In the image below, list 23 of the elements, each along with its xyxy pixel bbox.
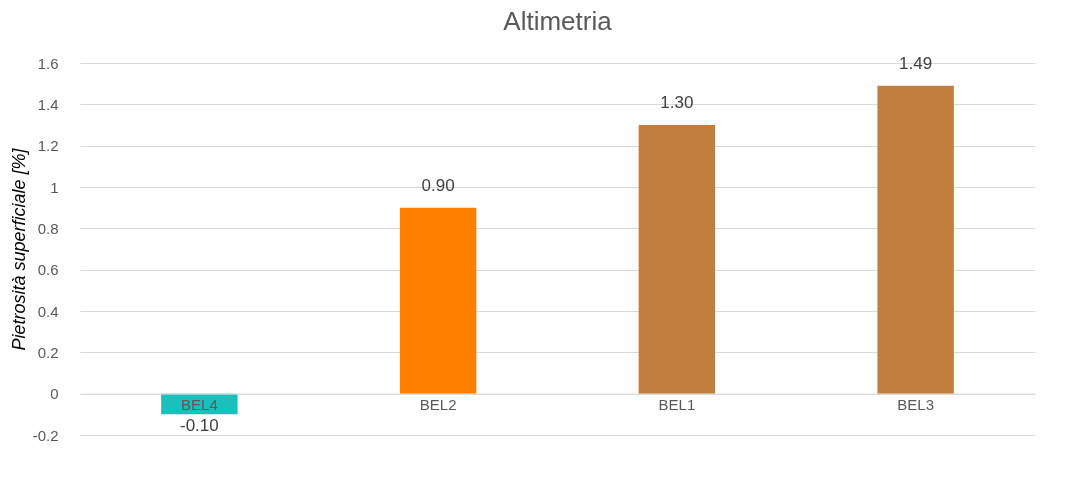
y-tick-label: -0.2 xyxy=(32,426,59,444)
chart-title: Altimetria xyxy=(503,5,613,36)
x-tick-label: BEL2 xyxy=(419,396,457,414)
data-label: 0.90 xyxy=(421,175,455,195)
x-tick-label: BEL1 xyxy=(658,396,696,414)
y-tick-label: 1.2 xyxy=(37,137,59,155)
data-label: 1.30 xyxy=(660,93,694,112)
y-tick-label: 0 xyxy=(50,385,59,403)
bar xyxy=(638,125,716,394)
bar xyxy=(399,207,477,394)
bar xyxy=(877,85,954,394)
y-axis-title: Pietrosità superficiale [%] xyxy=(8,147,29,351)
y-tick-label: 0.4 xyxy=(37,302,59,320)
data-label: -0.10 xyxy=(180,416,219,436)
x-tick-label: BEL3 xyxy=(897,396,934,414)
y-tick-label: 0.6 xyxy=(37,261,59,279)
x-tick-label: BEL4 xyxy=(181,396,218,414)
y-tick-label: 1.4 xyxy=(37,95,59,113)
data-label: 1.49 xyxy=(899,53,933,73)
y-tick-label: 0.2 xyxy=(37,343,59,361)
y-tick-label: 0.8 xyxy=(37,219,59,237)
y-tick-label: 1 xyxy=(50,178,59,196)
y-tick-label: 1.6 xyxy=(37,54,59,72)
